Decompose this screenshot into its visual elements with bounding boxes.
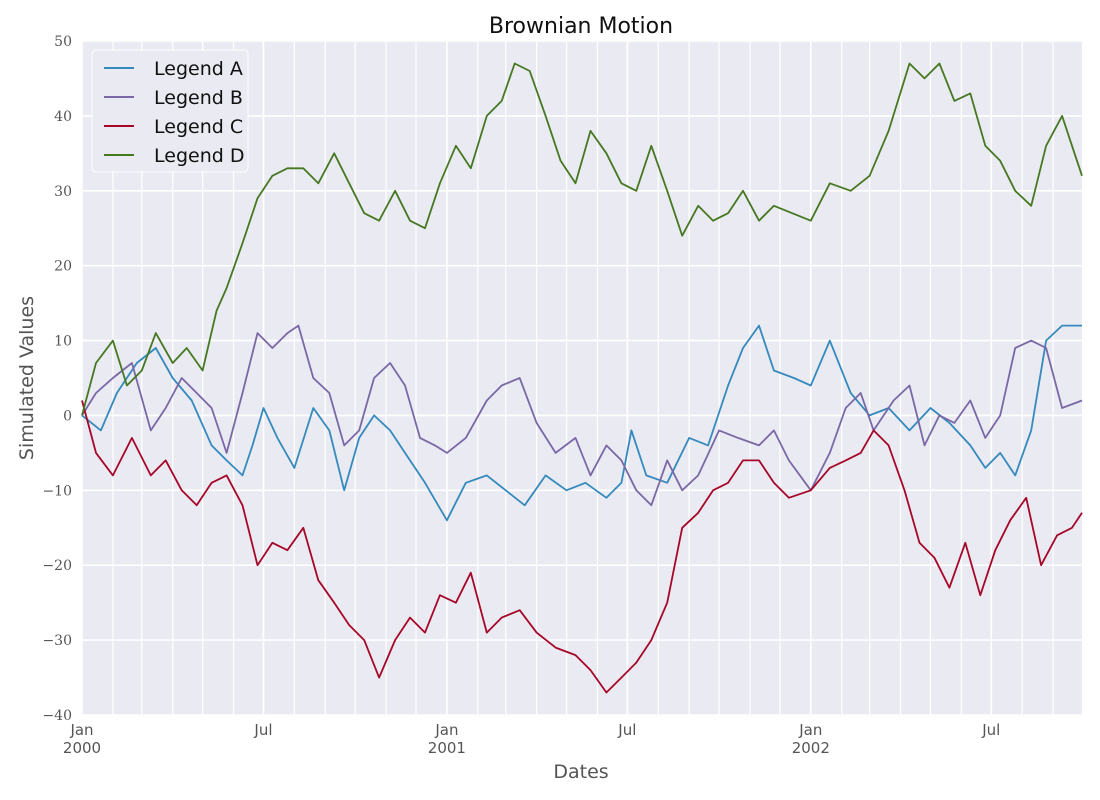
- y-tick-label: 20: [54, 259, 72, 275]
- y-tick-label: 0: [63, 408, 72, 424]
- series-line-3: [81, 400, 1083, 694]
- x-tick-label: Jul: [981, 721, 1000, 739]
- series-lines: [81, 62, 1083, 694]
- series-line-2: [81, 324, 1083, 507]
- legend-entry-label: Legend C: [154, 116, 243, 138]
- y-tick-label: −40: [42, 708, 72, 724]
- y-tick-label: 50: [54, 34, 72, 50]
- y-tick-label: −30: [42, 633, 72, 649]
- y-axis-label: Simulated Values: [16, 296, 38, 460]
- legend: Legend A Legend B Legend C Legend D: [91, 49, 249, 173]
- x-axis-label: Dates: [553, 761, 608, 783]
- x-tick-label: Jul: [617, 721, 636, 739]
- legend-entry-label: Legend A: [154, 58, 243, 80]
- legend-entry-label: Legend B: [154, 87, 243, 109]
- y-tick-label: 30: [54, 184, 72, 200]
- x-tick-year-label: 2001: [428, 739, 466, 757]
- legend-box: [91, 49, 249, 173]
- legend-entry-label: Legend D: [154, 145, 244, 167]
- gridlines: [81, 40, 1082, 716]
- series-line-1: [81, 324, 1082, 522]
- y-tick-label: 10: [54, 334, 72, 350]
- x-tick-label: Jan: [434, 721, 458, 739]
- y-tick-label: 40: [54, 109, 72, 125]
- chart-title: Brownian Motion: [489, 14, 673, 39]
- y-tick-label: −10: [42, 483, 72, 499]
- y-tick-label: −20: [42, 558, 72, 574]
- series-line-4: [81, 62, 1083, 416]
- x-tick-year-label: 2002: [792, 739, 830, 757]
- y-axis-ticks: 50 40 30 20 10 0 −10 −20 −30 −40: [42, 34, 72, 724]
- x-tick-label: Jan: [798, 721, 822, 739]
- x-tick-year-label: 2000: [63, 739, 101, 757]
- x-tick-label: Jan: [69, 721, 93, 739]
- plot-background: [82, 41, 1082, 715]
- x-tick-label: Jul: [253, 721, 272, 739]
